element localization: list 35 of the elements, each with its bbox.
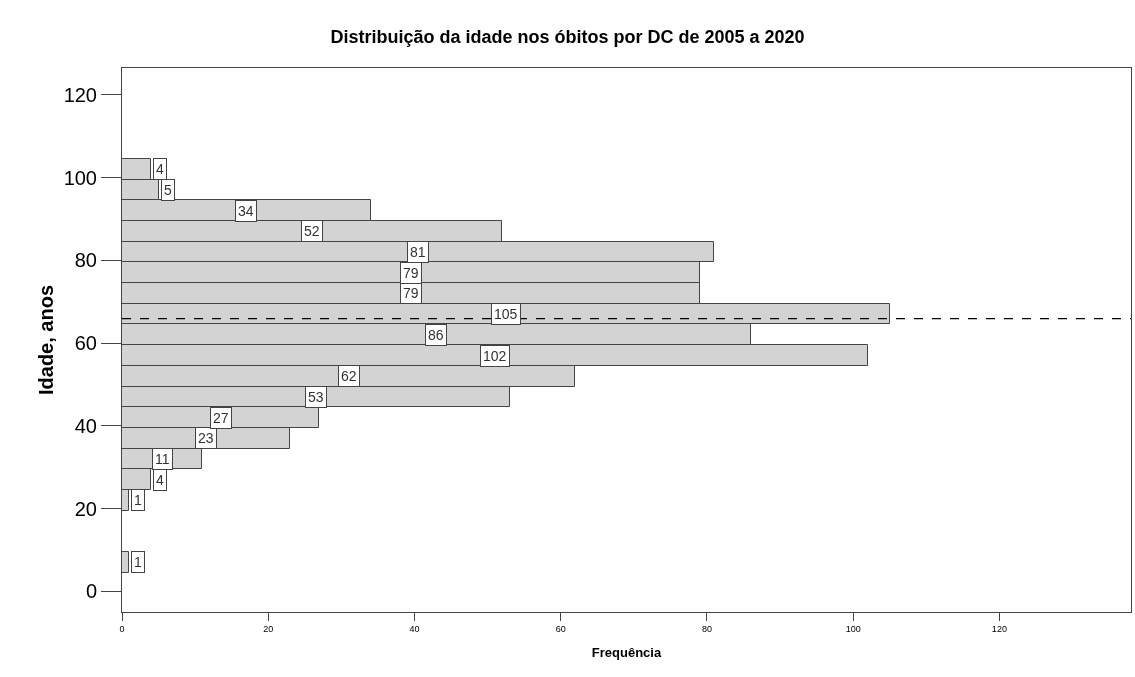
data-label: 79 [403,285,419,301]
data-label: 27 [213,410,229,426]
x-tick-label: 20 [263,623,274,634]
x-axis-title: Frequência [591,645,662,661]
y-axis-title: Idade, anos [35,284,58,396]
data-label: 52 [304,223,320,239]
x-tick-label: 80 [701,623,712,634]
y-tick-label: 60 [74,332,97,355]
data-label: 11 [155,451,170,467]
y-tick-label: 40 [74,414,97,437]
data-label: 81 [410,244,426,260]
data-label: 102 [483,348,507,364]
data-label: 53 [308,389,324,405]
x-tick-label: 0 [119,623,125,634]
x-tick-label: 120 [991,623,1007,634]
data-label: 23 [198,430,214,446]
y-tick-label: 20 [74,497,97,520]
y-tick-label: 80 [74,249,97,272]
data-label: 105 [494,306,518,322]
data-label: 79 [403,265,419,281]
data-label: 4 [156,161,164,177]
data-label: 34 [238,203,254,219]
data-label: 1 [134,492,142,508]
x-tick-label: 60 [555,623,566,634]
x-tick-label: 40 [409,623,420,634]
data-label: 86 [428,327,444,343]
data-label: 62 [341,368,357,384]
data-label: 5 [164,182,172,198]
data-label: 1 [134,554,142,570]
y-tick-label: 0 [85,580,97,603]
data-label: 4 [156,472,164,488]
x-tick-label: 100 [845,623,861,634]
y-tick-label: 100 [63,166,97,189]
chart-title: Distribuição da idade nos óbitos por DC de 2005 a 2020 [330,27,805,48]
y-tick-label: 120 [63,83,97,106]
